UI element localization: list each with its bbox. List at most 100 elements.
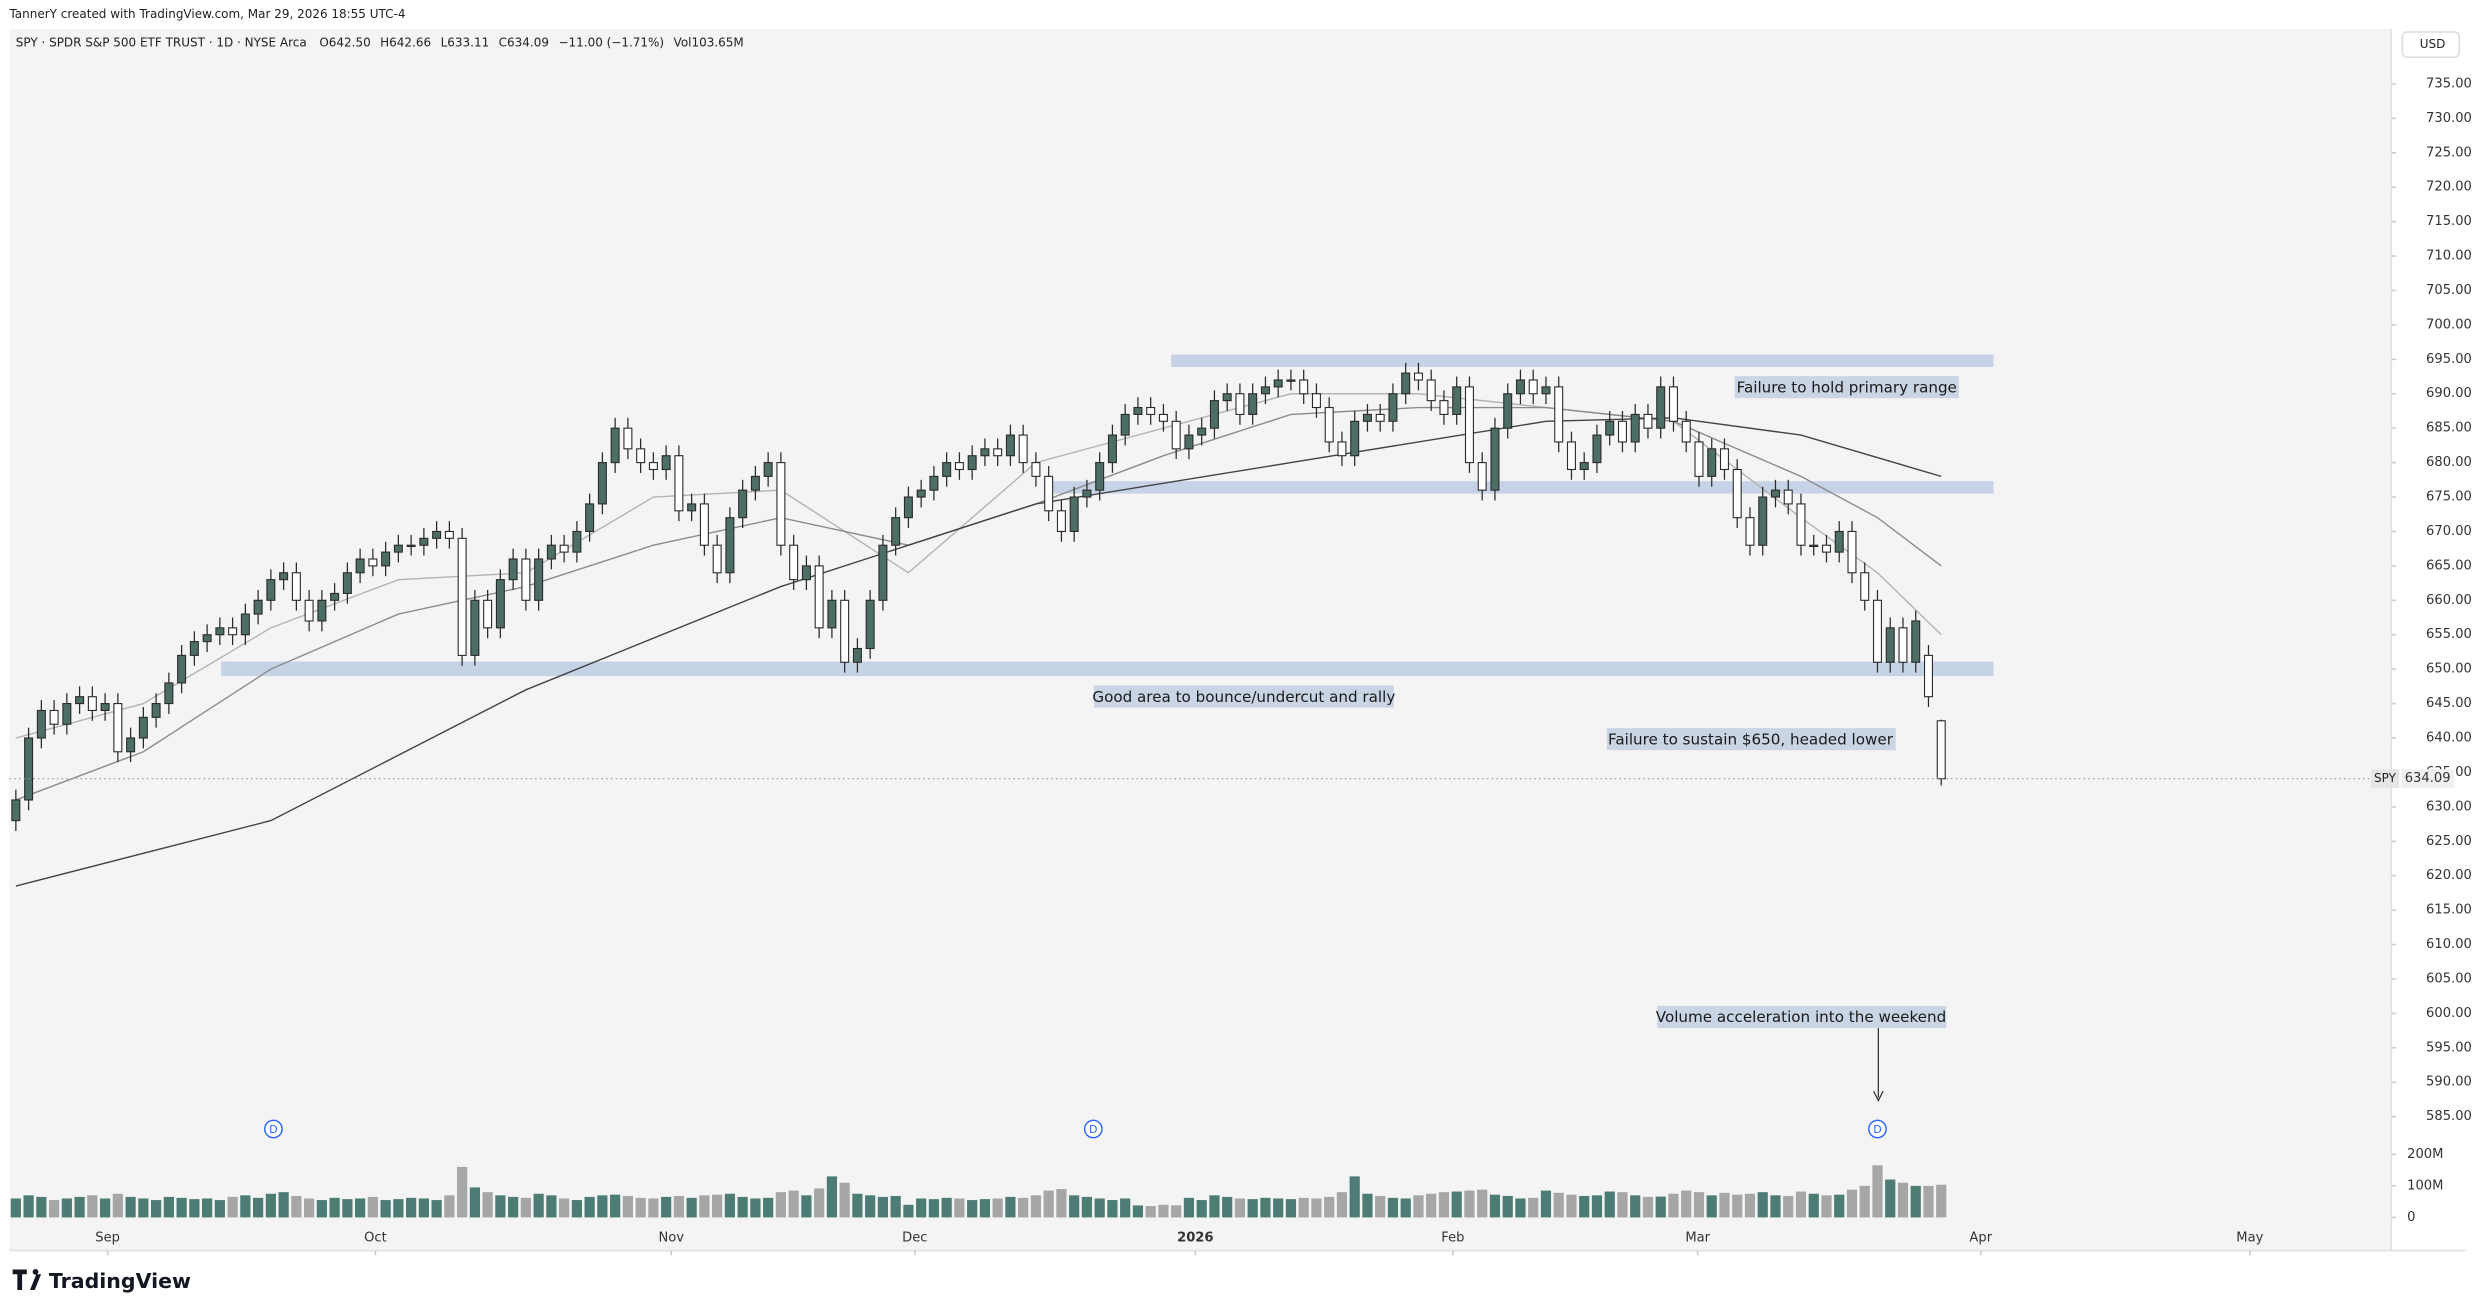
candle-body — [1758, 496, 1768, 546]
candle-body — [177, 654, 187, 684]
volume-bar — [1145, 1206, 1156, 1218]
volume-bar — [457, 1166, 468, 1218]
candle-body — [878, 544, 888, 601]
volume-bar — [533, 1193, 544, 1218]
y-tick-label: 730.00 — [2426, 111, 2472, 126]
candle-body — [1579, 462, 1589, 471]
candle-body — [1719, 448, 1729, 471]
volume-bar — [406, 1197, 417, 1218]
candle-body — [1490, 427, 1500, 491]
candle-body — [1681, 420, 1691, 443]
y-tick-label: 670.00 — [2426, 524, 2472, 539]
volume-bar — [1285, 1199, 1297, 1218]
candle-body — [1821, 544, 1831, 553]
volume-bar — [1566, 1194, 1577, 1218]
candle-body — [1107, 434, 1117, 464]
volume-bar — [100, 1198, 111, 1218]
volume-bar — [1120, 1198, 1131, 1218]
volume-bar — [979, 1199, 991, 1218]
volume-bar — [278, 1192, 289, 1218]
volume-bar — [1617, 1192, 1628, 1218]
y-tick-label: 595.00 — [2426, 1040, 2472, 1055]
volume-bar — [1770, 1195, 1781, 1218]
volume-bar — [775, 1192, 787, 1218]
candle-body — [1439, 400, 1449, 415]
volume-bar — [1107, 1200, 1118, 1218]
volume-bar — [1897, 1182, 1909, 1218]
candle-body — [1311, 393, 1321, 409]
candle-body — [1375, 413, 1385, 422]
volume-bar — [1298, 1197, 1309, 1218]
candle-body — [1401, 372, 1411, 395]
candle-body — [1847, 530, 1857, 574]
volume-bar — [941, 1197, 952, 1218]
volume-bar — [1005, 1196, 1016, 1218]
volume-bar — [1400, 1198, 1411, 1218]
candle-body — [776, 462, 786, 546]
volume-bar — [1311, 1198, 1322, 1218]
brand: TradingView — [49, 1269, 191, 1293]
volume-bar — [1489, 1194, 1501, 1218]
candle-body — [1018, 434, 1028, 464]
logo-icon — [32, 1269, 39, 1275]
y-tick-label: 620.00 — [2426, 868, 2472, 883]
candle-body — [1541, 386, 1551, 395]
price-tag — [2400, 769, 2455, 789]
candle-body — [1707, 448, 1717, 477]
volume-bar — [992, 1198, 1003, 1218]
annotation-box — [1093, 685, 1394, 708]
y-tick-label: 675.00 — [2426, 490, 2472, 505]
range-zone — [1049, 481, 1994, 494]
candle-body — [725, 517, 735, 574]
dividend-marker — [1868, 1119, 1887, 1139]
volume-bar — [1732, 1194, 1743, 1218]
volume-bar — [852, 1193, 863, 1218]
candle-body — [1515, 379, 1525, 395]
symbol-header: SPY · SPDR S&P 500 ETF TRUST · 1D · NYSE… — [16, 36, 744, 50]
candle-body — [738, 489, 748, 519]
candle-body — [636, 448, 646, 464]
volume-bar — [163, 1196, 174, 1218]
ohlc-label: Vol103.65M — [674, 36, 744, 50]
volume-bar — [559, 1198, 570, 1218]
volume-bar — [1579, 1195, 1590, 1218]
volume-bar — [1630, 1195, 1641, 1218]
candle-body — [406, 544, 416, 548]
candle-body — [1872, 599, 1882, 663]
volume-bar — [597, 1195, 608, 1218]
volume-bar — [265, 1193, 276, 1218]
candle-body — [1158, 413, 1168, 422]
candle-body — [266, 579, 276, 601]
y-tick-label: 650.00 — [2426, 662, 2472, 677]
volume-bar — [584, 1196, 595, 1218]
volume-bar — [291, 1195, 302, 1218]
logo: TradingView — [12, 1269, 191, 1293]
volume-bar — [125, 1196, 136, 1218]
candle-body — [1120, 413, 1130, 436]
candle-body — [1745, 517, 1755, 546]
y-tick-label: 665.00 — [2426, 558, 2472, 573]
x-tick-label: Feb — [1441, 1230, 1464, 1245]
annotation: Volume acceleration into the weekend — [1656, 1008, 1946, 1026]
annotation-box — [1734, 376, 1959, 399]
volume-bar — [1043, 1190, 1054, 1218]
candle-body — [1898, 627, 1908, 663]
volume-bar — [750, 1198, 761, 1218]
candle-body — [151, 703, 161, 718]
candle-body — [1885, 627, 1895, 663]
candle-body — [164, 682, 174, 705]
volume-bar — [571, 1200, 582, 1218]
candle-body — [1605, 420, 1615, 436]
volume-bar — [1693, 1192, 1705, 1218]
volume-bar — [23, 1195, 34, 1218]
volume-bar — [1477, 1189, 1488, 1218]
volume-bar — [495, 1195, 506, 1218]
y-tick-label: 630.00 — [2426, 799, 2472, 814]
candle-body — [1286, 379, 1296, 382]
candle-body — [1222, 393, 1232, 402]
y-tick-label: 600.00 — [2426, 1006, 2472, 1021]
volume-bar — [673, 1195, 684, 1218]
volume-bar — [1273, 1198, 1284, 1218]
candle-body — [750, 475, 760, 491]
